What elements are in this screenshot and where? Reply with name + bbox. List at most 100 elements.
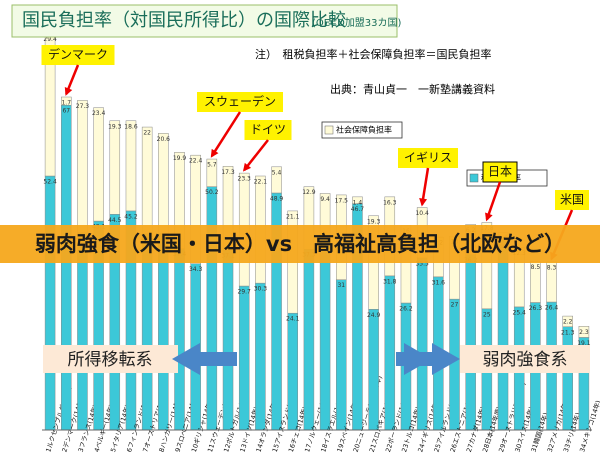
value-label: 27 [451, 302, 459, 309]
chart-subtitle: (OECD加盟33カ国) [312, 17, 401, 29]
right-label-box [460, 345, 590, 373]
bar-segment [141, 233, 153, 431]
banner-box [0, 225, 600, 263]
value-label: 2.2 [563, 319, 573, 326]
bar-segment [562, 326, 573, 431]
value-label: 5.4 [272, 169, 282, 176]
callout: イギリス [404, 151, 452, 165]
value-label: 23.4 [92, 110, 106, 117]
value-label: 30.3 [254, 286, 268, 293]
value-label: 17.5 [335, 197, 349, 204]
bar-segment [287, 312, 298, 431]
bar-segment [206, 186, 218, 431]
callout-arrow [243, 139, 269, 171]
bar-segment [158, 133, 169, 234]
value-label: 31.6 [432, 279, 446, 286]
value-label: 31.8 [383, 278, 397, 285]
bar-segment [141, 126, 153, 234]
bar-segment [384, 275, 396, 431]
banner: 弱肉強食（米国・日本）vs 高福祉高負担（北欧など） [35, 232, 565, 256]
bar-segment [222, 249, 234, 431]
bar-segment [206, 158, 218, 187]
bar-segment [319, 238, 331, 431]
value-label: 22.1 [254, 179, 268, 186]
bar-segment [109, 120, 121, 215]
bar-segment [562, 315, 573, 328]
bar-segment [255, 282, 266, 431]
value-label: 5.7 [207, 162, 217, 169]
value-label: 21.1 [286, 213, 300, 220]
value-label: 26.2 [399, 306, 413, 313]
note: 注） 租税負担率＋社会保障負担率＝国民負担率 [255, 47, 492, 61]
value-label: 26.4 [545, 305, 559, 312]
value-label: 10.4 [415, 210, 429, 217]
value-label: 1.4 [353, 199, 363, 206]
value-label: 18.6 [124, 123, 138, 130]
value-label: 19.3 [108, 123, 122, 130]
value-label: 35.5 [415, 260, 429, 267]
legend-label: 社会保障負担率 [336, 125, 392, 135]
legend-box [321, 121, 403, 139]
callout-box [398, 148, 458, 168]
value-label: 26.3 [529, 305, 543, 312]
callout-box [41, 45, 115, 65]
value-label: 25.4 [513, 309, 527, 316]
bar-segment [368, 309, 379, 431]
left-label-box [43, 345, 178, 373]
value-label: 1.7 [61, 100, 71, 107]
bar-segment [61, 104, 72, 431]
legend-swatch [324, 125, 334, 135]
legend-swatch [469, 173, 479, 183]
callout-box [244, 120, 292, 140]
value-label: 23.3 [238, 176, 252, 183]
callout: 日本 [488, 165, 512, 179]
bar-segment [61, 96, 72, 106]
arrow-head [485, 212, 493, 222]
callout: ドイツ [250, 123, 286, 137]
value-label: 31 [337, 282, 345, 289]
value-label: 8.5 [531, 264, 541, 271]
callout: デンマーク [48, 47, 108, 62]
value-label: 22 [143, 130, 151, 137]
source: 出典：青山貞一 一新塾講義資料 [330, 82, 495, 96]
value-label: 22.4 [189, 158, 203, 165]
value-label: 52.4 [43, 179, 57, 186]
value-label: 29.4 [43, 36, 57, 43]
value-label: 45.2 [124, 213, 138, 220]
callout: 米国 [560, 193, 584, 207]
arrow-head [419, 197, 428, 207]
value-label: 29.7 [238, 289, 252, 296]
bar-segment [44, 175, 56, 431]
value-label: 48.9 [270, 195, 284, 202]
right-arrow-label: 弱肉強食系 [483, 350, 568, 370]
arrow-head [210, 148, 219, 158]
callout-box [197, 92, 283, 112]
bar-segment [77, 100, 88, 233]
value-label: 19.3 [367, 218, 381, 225]
bar-segment [174, 248, 185, 431]
bar-segment [449, 298, 460, 431]
bar-segment [481, 222, 493, 310]
callout-arrow [485, 181, 502, 220]
bar-segment [416, 257, 428, 431]
value-label: 19.9 [173, 155, 187, 162]
bar-segment [465, 254, 476, 431]
value-label: 67 [62, 108, 70, 115]
bar-segment [578, 326, 590, 338]
value-label: 2.3 [579, 329, 589, 336]
callout: スウェーデン [204, 94, 276, 109]
value-label: 9.4 [320, 196, 330, 203]
arrow-head [242, 162, 252, 172]
value-label: 8.3 [547, 264, 557, 271]
title-box [11, 4, 398, 38]
value-label: 21.3 [561, 329, 575, 336]
annotations: 租税負担率社会保障負担率デンマークスウェーデンドイツイギリス日本米国 [41, 45, 589, 261]
bar-segment [497, 240, 509, 431]
value-label: 24.9 [367, 312, 381, 319]
callout-arrow [210, 111, 242, 157]
bar-segment [336, 279, 347, 431]
arrow-head [64, 86, 73, 96]
bar-segment [125, 120, 137, 212]
value-label: 16.3 [383, 199, 397, 206]
